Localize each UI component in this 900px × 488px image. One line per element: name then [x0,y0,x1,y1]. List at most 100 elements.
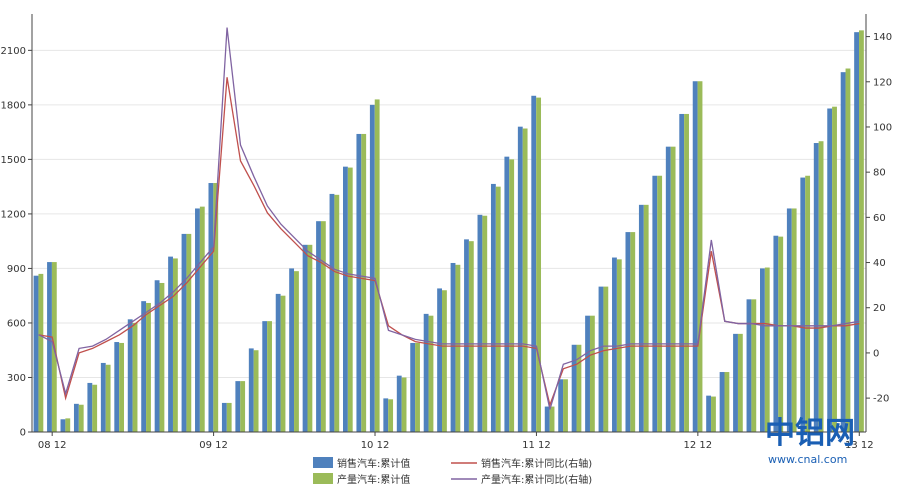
bar-mark [652,175,658,432]
bar-mark [181,233,187,432]
bar-mark [643,204,649,432]
bar-mark [603,286,609,432]
y-right-tick-label: 0 [873,348,879,359]
y-right-tick-label: 120 [873,77,892,88]
watermark-url: www.cnal.com [768,453,847,466]
bar-mark [751,299,757,432]
bar-mark [47,262,52,432]
y-right-tick-label: -20 [873,394,889,405]
bar-mark [813,143,819,432]
bar-mark [549,406,555,432]
bar-mark [563,379,568,432]
bar-marks [33,30,864,433]
bar-mark [800,177,806,432]
bar-mark [818,141,824,432]
bar-mark [805,175,811,432]
bar-mark [302,244,308,432]
bar-mark [401,377,407,432]
bar-mark [423,313,429,432]
bar-mark [383,398,389,432]
bar-mark [168,256,173,432]
bar-mark [199,206,205,432]
bar-mark [235,381,241,432]
bar-mark [531,95,537,432]
line-marks [38,27,860,410]
bar-mark [146,302,151,432]
bar-mark [253,350,259,432]
bar-mark [773,235,779,432]
bar-mark [733,333,738,432]
x-tick-label: 10 12 [361,440,390,451]
bar-mark [665,146,671,433]
bar-mark [172,258,178,432]
y-left-tick-label: 1200 [1,209,26,220]
bar-mark [374,99,380,433]
bar-mark [711,396,716,432]
bar-mark [73,403,79,432]
bar-mark [159,282,165,432]
bar-mark [289,268,295,432]
bar-mark [585,315,590,432]
bar-mark [536,97,542,432]
x-tick-label: 11 12 [522,440,551,451]
bar-mark [343,166,348,432]
bar-mark [670,146,676,433]
y-left-tick-label: 2100 [1,46,26,57]
bar-mark [437,288,442,432]
bar-mark [154,280,160,432]
bar-mark [786,208,792,432]
bar-mark [262,321,268,432]
bar-mark [495,186,501,432]
bar-mark [778,236,784,432]
bar-mark [638,204,644,432]
bar-mark [625,232,631,432]
bar-mark [78,404,84,432]
x-tick-label: 09 12 [199,440,228,451]
bar-mark [589,315,595,432]
bar-mark [334,194,340,432]
bar-mark [468,241,474,432]
y-right-tick-label: 80 [873,168,886,179]
bar-mark [509,159,515,432]
bar-mark [105,364,111,432]
bar-mark [186,233,192,432]
bar-mark [320,221,326,432]
bar-mark [114,342,120,432]
bar-mark [127,319,133,432]
bar-mark [316,221,321,432]
bar-mark [415,342,420,432]
bar-mark [396,375,402,432]
bar-mark [38,273,44,432]
legend-swatch [313,457,333,468]
x-tick-label: 13 12 [845,440,874,451]
bar-mark [724,372,730,432]
series-line [38,27,860,410]
y-right-tick-label: 20 [873,303,886,314]
bar-mark [119,342,125,432]
legend-label: 产量汽车:累计同比(右轴) [481,473,592,486]
bar-mark [240,381,246,432]
legend-label: 产量汽车:累计值 [337,473,410,486]
axes: 0 300 600 900 1200 1500 1800 2100 -20 0 20 40 60 80 10… [1,14,892,451]
bar-mark [275,293,281,432]
bar-mark [455,264,461,432]
bar-mark [195,208,200,432]
bar-mark [558,379,564,432]
bar-mark [764,267,770,432]
bar-mark [208,183,214,432]
bar-mark [356,133,362,432]
bar-mark [845,68,851,433]
y-left-tick-label: 900 [7,264,26,275]
bar-mark [226,402,232,432]
y-right-tick-label: 140 [873,32,892,43]
y-left-tick-label: 0 [20,428,26,439]
bar-mark [544,406,550,432]
legend-swatch [313,473,333,484]
bar-mark [482,215,488,432]
y-right-tick-label: 40 [873,258,886,269]
bar-mark [746,299,752,432]
y-left-tick-label: 1500 [1,155,26,166]
bar-mark [388,399,394,432]
